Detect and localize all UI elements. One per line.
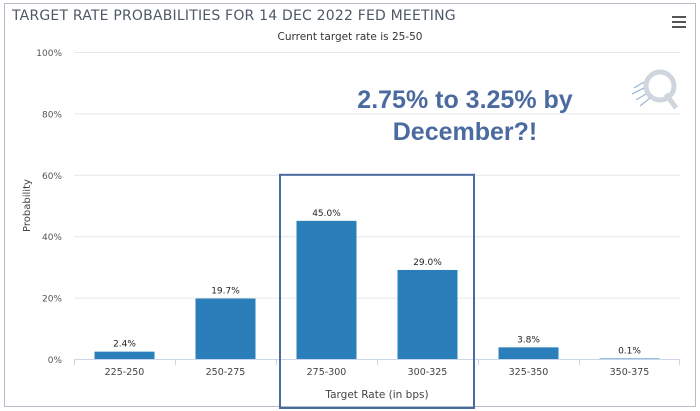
bar-275-300	[296, 220, 357, 359]
x-tick-label-275-300: 275-300	[307, 367, 347, 378]
highlight-box	[279, 173, 475, 409]
bars	[94, 220, 660, 359]
y-axis-title: Probability	[22, 179, 33, 232]
y-tick-label: 100%	[36, 49, 62, 59]
y-tick-label: 60%	[42, 172, 62, 182]
bar-325-350	[498, 347, 559, 359]
data-label-250-275: 19.7%	[211, 287, 240, 297]
chart-title: TARGET RATE PROBABILITIES FOR 14 DEC 202…	[12, 8, 456, 24]
bar-250-275	[195, 298, 256, 359]
hamburger-menu-icon[interactable]	[672, 16, 686, 28]
data-label-275-300: 45.0%	[312, 209, 341, 219]
x-axis-title: Target Rate (in bps)	[324, 389, 428, 401]
y-tick-label: 0%	[48, 356, 63, 366]
y-tick-label: 40%	[42, 233, 62, 243]
data-label-325-350: 3.8%	[517, 335, 540, 345]
bar-225-250	[94, 351, 155, 359]
data-label-300-325: 29.0%	[413, 258, 442, 268]
q-logo-icon	[632, 69, 679, 110]
y-tick-label: 20%	[42, 295, 62, 305]
data-label-225-250: 2.4%	[113, 340, 136, 350]
annotation-text: 2.75% to 3.25% by December?!	[330, 84, 600, 148]
annotation-line-1: 2.75% to 3.25% by	[357, 86, 573, 114]
data-labels: 2.4% 19.7% 45.0% 29.0% 3.8% 0.1%	[113, 209, 641, 357]
y-tick-label: 80%	[42, 110, 62, 120]
x-tick-label-250-275: 250-275	[206, 367, 246, 378]
x-tick-label-325-350: 325-350	[509, 367, 549, 378]
chart-subtitle: Current target rate is 25-50	[277, 31, 423, 43]
data-label-350-375: 0.1%	[618, 347, 641, 357]
x-axis: 225-250 250-275 275-300 300-325 325-350 350-3…	[74, 359, 680, 378]
bar-350-375	[599, 358, 660, 359]
x-tick-label-225-250: 225-250	[105, 367, 145, 378]
x-tick-label-350-375: 350-375	[610, 367, 650, 378]
bar-300-325	[397, 269, 458, 359]
y-axis: 0% 20% 40% 60% 80% 100%	[36, 49, 62, 366]
annotation-line-2: December?!	[392, 118, 538, 146]
x-tick-label-300-325: 300-325	[408, 367, 448, 378]
